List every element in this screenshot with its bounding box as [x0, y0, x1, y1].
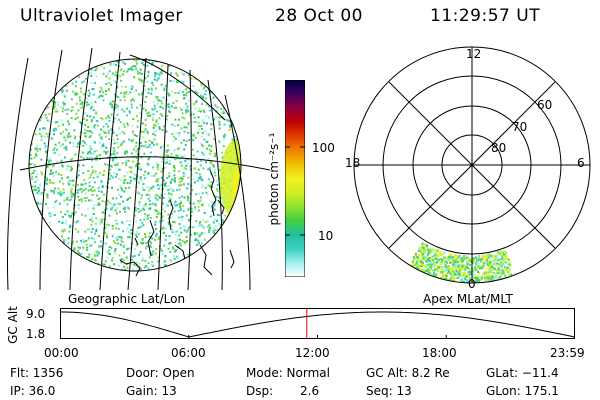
glat-value: GLat: −11.4 [486, 366, 559, 380]
polar-plot [353, 46, 591, 284]
x-tick-0600: 06:00 [171, 346, 206, 360]
time-label: 11:29:57 UT [430, 6, 541, 26]
lat-label-70: 70 [512, 120, 528, 134]
gc-alt-plot [60, 308, 575, 339]
flight-number: Flt: 1356 [10, 366, 64, 380]
colorbar-tick-100: 100 [312, 141, 335, 155]
geographic-label: Geographic Lat/Lon [68, 292, 186, 306]
x-tick-1800: 18:00 [422, 346, 457, 360]
geographic-image [6, 47, 270, 290]
door-status: Door: Open [126, 366, 195, 380]
date-label: 28 Oct 00 [275, 6, 363, 26]
gc-alt-tick-max: 9.0 [26, 307, 46, 321]
mlt-label-18: 18 [345, 156, 361, 170]
colorbar-unit-label: photon cm⁻²s⁻¹ [267, 132, 281, 226]
mode-value: Mode: Normal [246, 366, 330, 380]
lat-label-80: 80 [491, 141, 507, 155]
mlt-label-12: 12 [466, 47, 482, 61]
dsp-label: Dsp: [246, 384, 274, 398]
seq-value: Seq: 13 [366, 384, 412, 398]
gc-alt-axis-label: GC Alt [6, 306, 20, 344]
app-title: Ultraviolet Imager [20, 6, 183, 26]
polar-label: Apex MLat/MLT [423, 292, 513, 306]
x-tick-0000: 00:00 [44, 346, 79, 360]
colorbar-tick-10: 10 [318, 229, 334, 243]
ip-value: IP: 36.0 [10, 384, 56, 398]
x-tick-2359: 23:59 [550, 346, 585, 360]
x-tick-1200: 12:00 [295, 346, 330, 360]
gc-alt-tick-min: 1.8 [26, 327, 46, 341]
gain-value: Gain: 13 [126, 384, 177, 398]
lat-label-60: 60 [537, 98, 553, 112]
mlt-label-0: 0 [468, 277, 476, 291]
glon-value: GLon: 175.1 [486, 384, 559, 398]
color-bar [285, 80, 305, 277]
mlt-label-6: 6 [577, 156, 585, 170]
gc-alt-value: GC Alt: 8.2 Re [366, 366, 450, 380]
dsp-value: 2.6 [300, 384, 320, 398]
